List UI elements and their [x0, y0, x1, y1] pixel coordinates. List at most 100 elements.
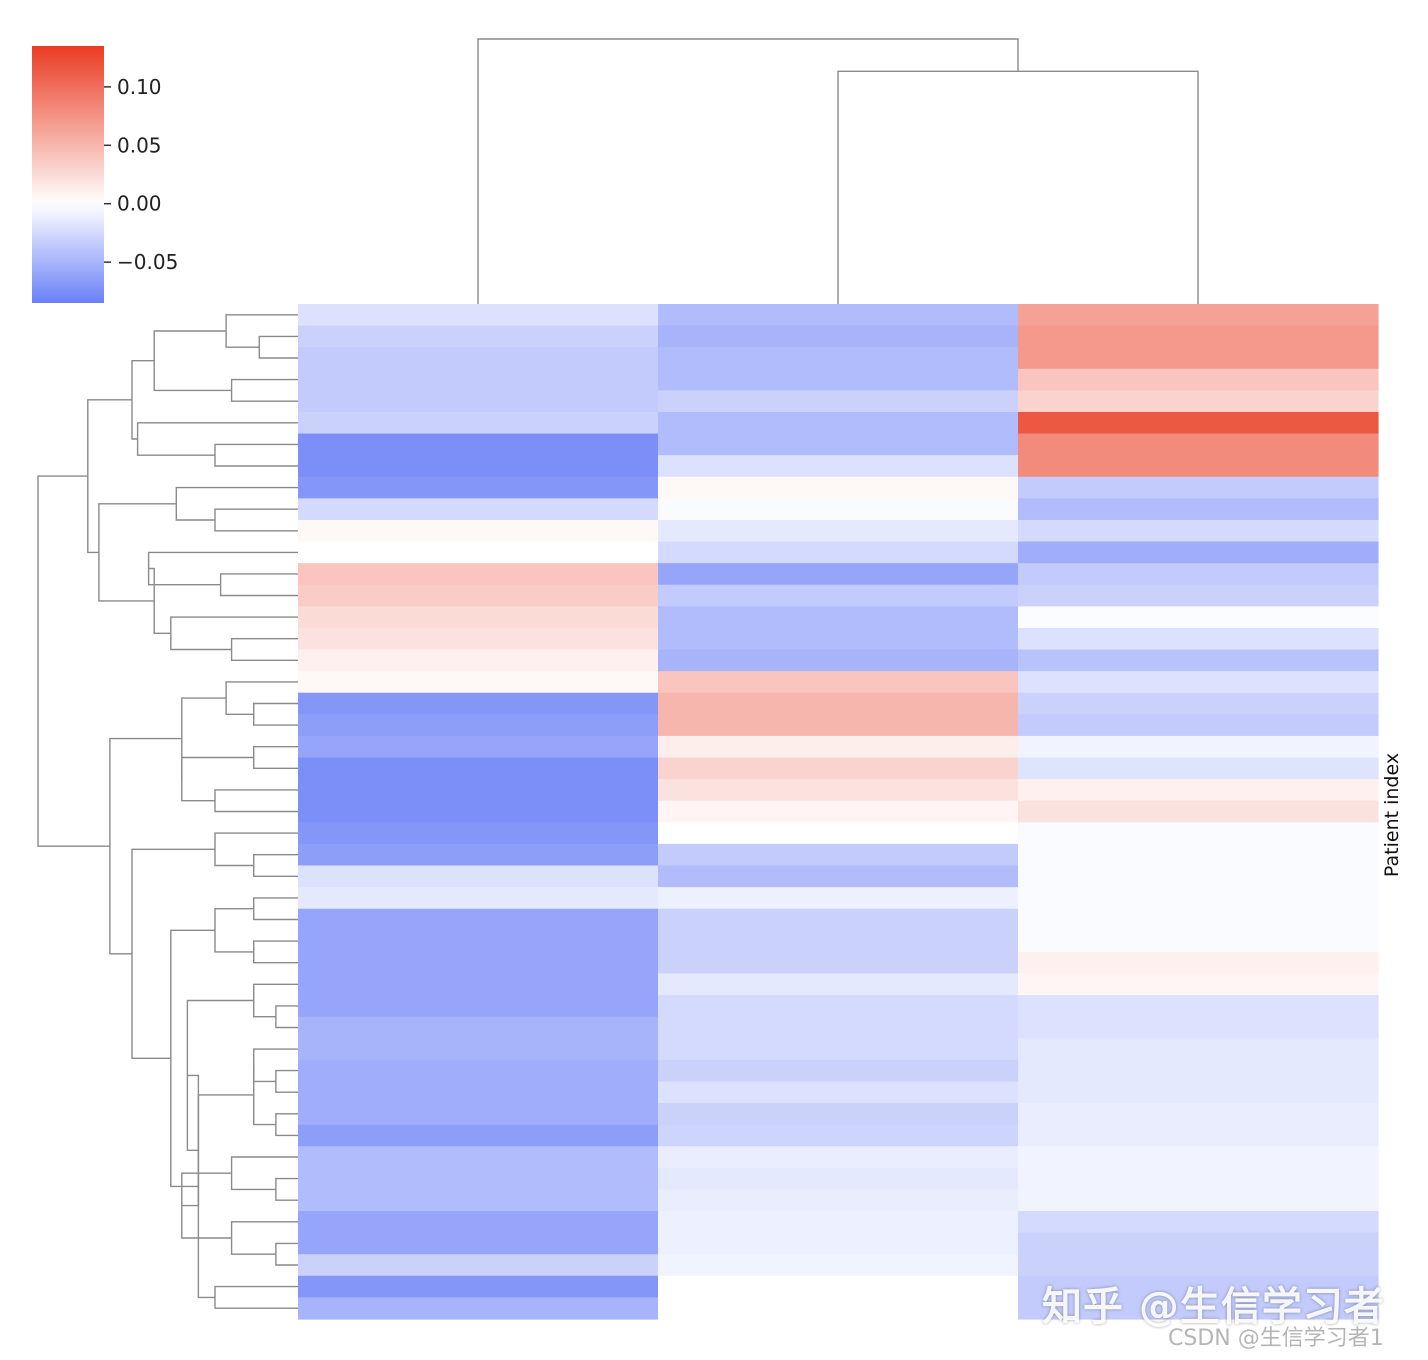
heatmap-cell-r27-c0	[298, 887, 659, 910]
heatmap-cell-r2-c2	[1018, 347, 1379, 370]
row-dendrogram-link-8	[175, 486, 298, 521]
row-dendrogram-link-45	[37, 475, 110, 847]
heatmap-cell-r6-c2	[1018, 433, 1379, 456]
zhihu-watermark: 知乎 @生信学习者	[1042, 1284, 1385, 1330]
row-dendrogram-link-26	[214, 908, 254, 953]
heatmap-cells	[298, 304, 1379, 1320]
heatmap-cell-r44-c0	[298, 1254, 659, 1277]
heatmap-cell-r31-c1	[658, 973, 1019, 996]
heatmap-cell-r28-c0	[298, 908, 659, 931]
heatmap-cell-r7-c0	[298, 455, 659, 478]
heatmap-cell-r19-c2	[1018, 714, 1379, 737]
heatmap-cell-r35-c2	[1018, 1059, 1379, 1083]
column-dendrogram-link-1	[477, 38, 1019, 304]
heatmap-cell-r11-c2	[1018, 541, 1379, 564]
y-axis-label: Patient index	[1381, 753, 1403, 877]
heatmap-cell-r5-c2	[1018, 411, 1379, 435]
heatmap-cell-r13-c0	[298, 584, 659, 607]
heatmap-cell-r7-c1	[658, 455, 1019, 478]
row-dendrogram-link-21	[181, 697, 227, 780]
row-dendrogram-link-1	[225, 314, 298, 348]
heatmap-cell-r4-c0	[298, 390, 659, 413]
heatmap-cell-r39-c2	[1018, 1146, 1379, 1169]
heatmap-cell-r22-c0	[298, 779, 659, 802]
heatmap-cell-r43-c0	[298, 1232, 659, 1255]
heatmap-cell-r25-c2	[1018, 843, 1379, 867]
heatmap-cell-r15-c0	[298, 627, 659, 651]
heatmap-cell-r17-c0	[298, 671, 659, 694]
heatmap-cell-r23-c0	[298, 800, 659, 823]
heatmap-cell-r20-c2	[1018, 735, 1379, 759]
row-dendrogram-link-2	[230, 378, 298, 402]
row-dendrogram-link-10	[147, 551, 298, 586]
colorbar-tick-label-3: 0.10	[117, 75, 162, 99]
heatmap-cell-r34-c1	[658, 1038, 1019, 1061]
heatmap-cell-r0-c1	[658, 304, 1019, 327]
row-dendrogram-link-36	[230, 1221, 298, 1255]
heatmap-cell-r37-c2	[1018, 1103, 1379, 1126]
colorbar-tick-label-1: 0.00	[117, 192, 162, 216]
row-dendrogram-link-35	[275, 1242, 298, 1266]
heatmap-cell-r45-c0	[298, 1275, 659, 1299]
heatmap-cell-r13-c1	[658, 584, 1019, 607]
heatmap-cell-r16-c1	[658, 649, 1019, 672]
heatmap-cell-r38-c0	[298, 1124, 659, 1147]
row-dendrogram-link-40	[214, 1285, 298, 1309]
heatmap-cell-r15-c2	[1018, 627, 1379, 651]
row-dendrogram-link-12	[170, 616, 298, 651]
row-dendrogram-link-18	[253, 746, 298, 769]
heatmap-cell-r12-c0	[298, 563, 659, 586]
heatmap-cell-r46-c1	[658, 1297, 1019, 1320]
heatmap-cell-r3-c0	[298, 368, 659, 391]
heatmap-cell-r22-c2	[1018, 779, 1379, 802]
heatmap-cell-r12-c1	[658, 563, 1019, 586]
heatmap-cell-r39-c0	[298, 1146, 659, 1169]
column-dendrogram-link-0	[837, 70, 1199, 304]
heatmap-cell-r11-c0	[298, 541, 659, 564]
heatmap-cell-r1-c2	[1018, 325, 1379, 348]
heatmap-cell-r5-c0	[298, 411, 659, 435]
row-dendrogram-link-17	[225, 681, 298, 715]
row-dendrogram-link-32	[253, 1065, 276, 1126]
heatmap-cell-r6-c0	[298, 433, 659, 456]
row-dendrogram-link-31	[275, 1113, 298, 1137]
heatmap-cell-r30-c0	[298, 951, 659, 975]
heatmap-cell-r3-c2	[1018, 368, 1379, 391]
heatmap-cell-r36-c2	[1018, 1081, 1379, 1104]
heatmap-cell-r25-c1	[658, 843, 1019, 867]
heatmap-cell-r31-c0	[298, 973, 659, 996]
heatmap-cell-r11-c1	[658, 541, 1019, 564]
row-dendrogram-link-25	[253, 940, 298, 964]
heatmap-cell-r38-c2	[1018, 1124, 1379, 1147]
heatmap-cell-r22-c1	[658, 779, 1019, 802]
heatmap-cell-r37-c1	[658, 1103, 1019, 1126]
heatmap-cell-r18-c1	[658, 692, 1019, 715]
heatmap-cell-r40-c1	[658, 1167, 1019, 1191]
row-dendrogram-link-24	[253, 897, 298, 921]
heatmap-cell-r46-c0	[298, 1297, 659, 1320]
csdn-watermark: CSDN @生信学习者1	[1168, 1326, 1384, 1351]
heatmap-cell-r24-c1	[658, 822, 1019, 845]
heatmap-cell-r4-c1	[658, 390, 1019, 413]
heatmap-cell-r8-c0	[298, 476, 659, 499]
heatmap-cell-r42-c0	[298, 1211, 659, 1234]
row-dendrogram-link-22	[253, 854, 298, 877]
heatmap-cell-r12-c2	[1018, 563, 1379, 586]
heatmap-cell-r45-c1	[658, 1275, 1019, 1299]
heatmap-cell-r21-c1	[658, 757, 1019, 780]
heatmap-cell-r17-c2	[1018, 671, 1379, 694]
row-dendrogram-link-11	[230, 638, 298, 661]
heatmap-cell-r19-c0	[298, 714, 659, 737]
heatmap-cell-r20-c1	[658, 735, 1019, 759]
colorbar: −0.05 0.00 0.05 0.10	[32, 46, 178, 303]
heatmap-cell-r5-c1	[658, 411, 1019, 435]
heatmap-cell-r37-c0	[298, 1103, 659, 1126]
heatmap-cell-r36-c1	[658, 1081, 1019, 1104]
row-dendrogram-link-16	[253, 702, 298, 726]
heatmap-cell-r3-c1	[658, 368, 1019, 391]
heatmap-cell-r43-c1	[658, 1232, 1019, 1255]
heatmap-cell-r6-c1	[658, 433, 1019, 456]
heatmap-cell-r18-c0	[298, 692, 659, 715]
heatmap-cell-r27-c1	[658, 887, 1019, 910]
